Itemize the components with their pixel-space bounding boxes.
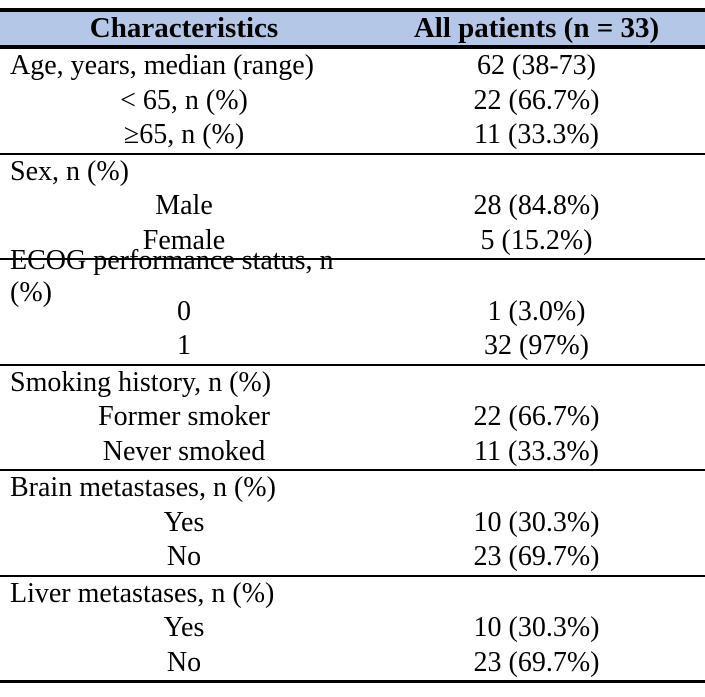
table-row: Never smoked 11 (33.3%)	[0, 435, 705, 470]
row-label: No	[166, 646, 202, 678]
table-header-row: Characteristics All patients (n = 33)	[0, 12, 705, 49]
row-label: Sex, n (%)	[10, 155, 129, 187]
row-label: Age, years, median (range)	[10, 50, 314, 82]
table-row: 0 1 (3.0%)	[0, 295, 705, 330]
row-label: Former smoker	[98, 401, 270, 433]
row-value: 22 (66.7%)	[473, 401, 600, 433]
table-row: No 23 (69.7%)	[0, 540, 705, 575]
table-row: ECOG performance status, n (%)	[0, 245, 705, 308]
row-value: 62 (38-73)	[477, 50, 596, 82]
table-row: < 65, n (%) 22 (66.7%)	[0, 84, 705, 119]
table-row: Former smoker 22 (66.7%)	[0, 400, 705, 435]
row-label: 0	[177, 295, 191, 327]
row-value: 5 (15.2%)	[480, 224, 593, 256]
table-row: Brain metastases, n (%)	[0, 469, 705, 506]
row-value: 11 (33.3%)	[474, 119, 599, 151]
table-row: Yes 10 (30.3%)	[0, 506, 705, 541]
row-label: Never smoked	[102, 435, 266, 467]
row-label: Liver metastases, n (%)	[10, 577, 275, 609]
row-value: 11 (33.3%)	[474, 435, 599, 467]
row-label: < 65, n (%)	[120, 84, 248, 116]
header-all-patients: All patients (n = 33)	[413, 12, 660, 44]
table-row: Female 5 (15.2%)	[0, 224, 705, 259]
table-row: Male 28 (84.8%)	[0, 189, 705, 224]
row-label: Yes	[163, 612, 205, 644]
table-row: ≥65, n (%) 11 (33.3%)	[0, 118, 705, 153]
table-row: 1 32 (97%)	[0, 329, 705, 364]
row-value: 23 (69.7%)	[473, 646, 600, 678]
row-label: 1	[177, 330, 191, 362]
row-label: Smoking history, n (%)	[10, 366, 272, 398]
row-value: 23 (69.7%)	[473, 541, 600, 573]
row-label: Yes	[163, 506, 205, 538]
table-row: Smoking history, n (%)	[0, 363, 705, 401]
row-value: 1 (3.0%)	[487, 295, 586, 327]
row-value: 28 (84.8%)	[473, 190, 600, 222]
row-value: 10 (30.3%)	[473, 612, 600, 644]
table-row: Sex, n (%)	[0, 152, 705, 190]
table-row: Age, years, median (range) 62 (38-73)	[0, 49, 705, 84]
row-value: 22 (66.7%)	[473, 84, 600, 116]
row-value: 10 (30.3%)	[473, 506, 600, 538]
table-row: Liver metastases, n (%)	[0, 574, 705, 612]
row-label: Brain metastases, n (%)	[10, 472, 276, 504]
row-value: 32 (97%)	[484, 330, 589, 362]
characteristics-table: Characteristics All patients (n = 33) Ag…	[0, 8, 705, 683]
table-row: No 23 (69.7%)	[0, 646, 705, 681]
row-label: No	[166, 541, 202, 573]
row-label: ECOG performance status, n (%)	[10, 245, 334, 309]
row-label: Female	[142, 224, 226, 256]
table-row: Yes 10 (30.3%)	[0, 611, 705, 646]
row-label: Male	[155, 190, 213, 222]
row-label: ≥65, n (%)	[123, 119, 245, 151]
header-characteristics: Characteristics	[89, 12, 279, 44]
